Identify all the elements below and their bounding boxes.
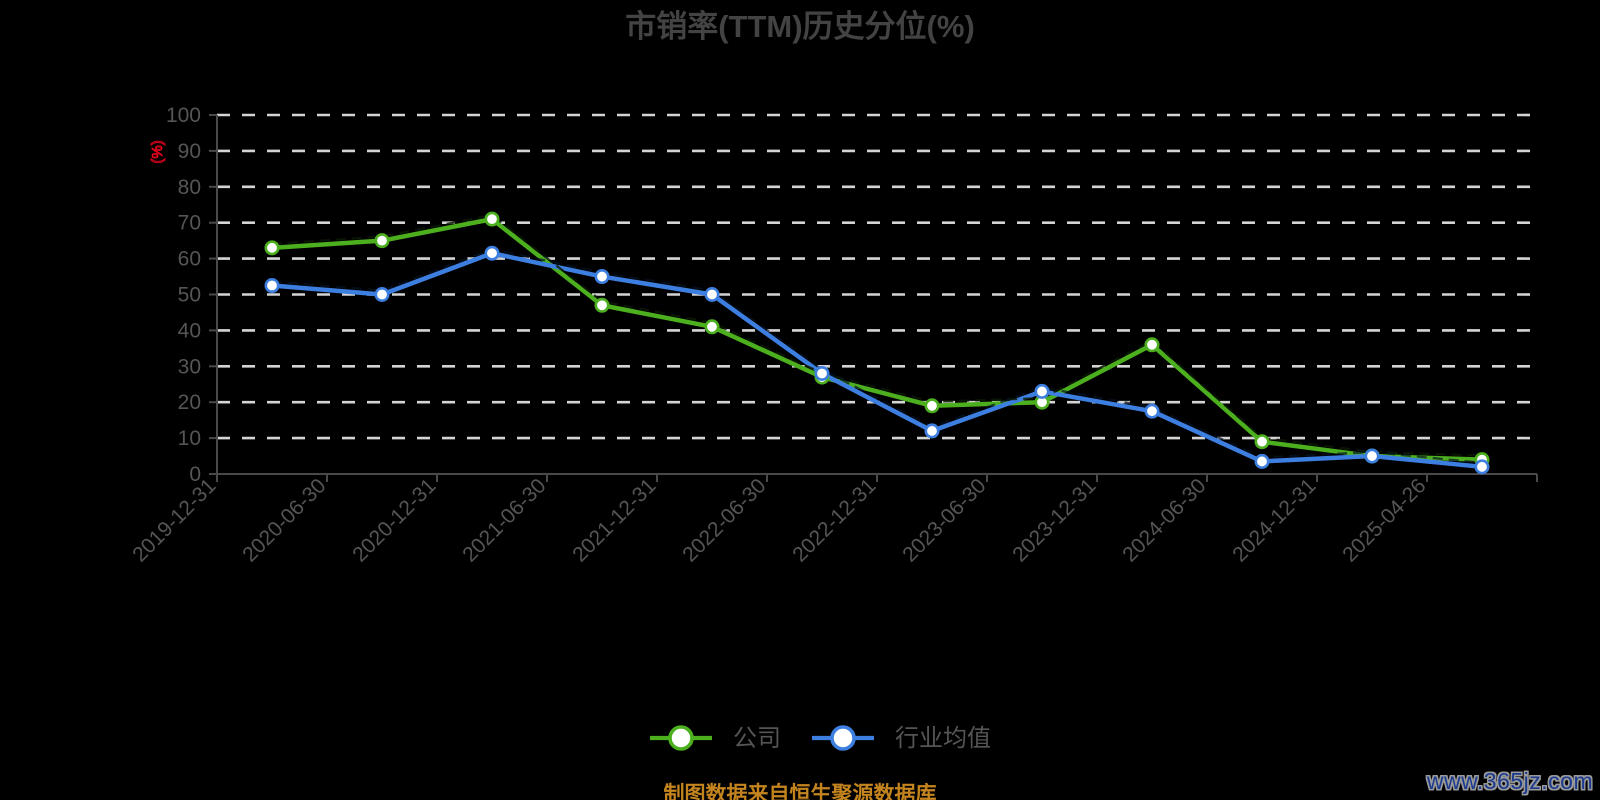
svg-text:10: 10: [178, 427, 201, 450]
svg-text:2022-12-31: 2022-12-31: [788, 474, 880, 566]
svg-text:(%): (%): [149, 140, 166, 163]
svg-text:2024-06-30: 2024-06-30: [1118, 474, 1210, 566]
svg-text:60: 60: [178, 248, 201, 271]
svg-text:30: 30: [178, 355, 201, 378]
svg-text:20: 20: [178, 391, 201, 414]
svg-text:50: 50: [178, 284, 201, 307]
svg-text:2019-12-31: 2019-12-31: [128, 474, 220, 566]
svg-text:80: 80: [178, 176, 201, 199]
svg-text:2025-04-26: 2025-04-26: [1338, 474, 1430, 566]
svg-text:2020-12-31: 2020-12-31: [348, 474, 440, 566]
svg-text:40: 40: [178, 319, 201, 342]
svg-text:2023-06-30: 2023-06-30: [898, 474, 990, 566]
svg-text:2022-06-30: 2022-06-30: [678, 474, 770, 566]
svg-text:2021-06-30: 2021-06-30: [458, 474, 550, 566]
svg-text:2023-12-31: 2023-12-31: [1008, 474, 1100, 566]
svg-text:公司: 公司: [733, 725, 781, 752]
svg-text:行业均值: 行业均值: [895, 725, 991, 752]
svg-text:70: 70: [178, 212, 201, 235]
svg-text:2024-12-31: 2024-12-31: [1228, 474, 1320, 566]
svg-text:2020-06-30: 2020-06-30: [238, 474, 330, 566]
svg-text:2021-12-31: 2021-12-31: [568, 474, 660, 566]
svg-text:100: 100: [166, 104, 201, 127]
svg-text:90: 90: [178, 140, 201, 163]
